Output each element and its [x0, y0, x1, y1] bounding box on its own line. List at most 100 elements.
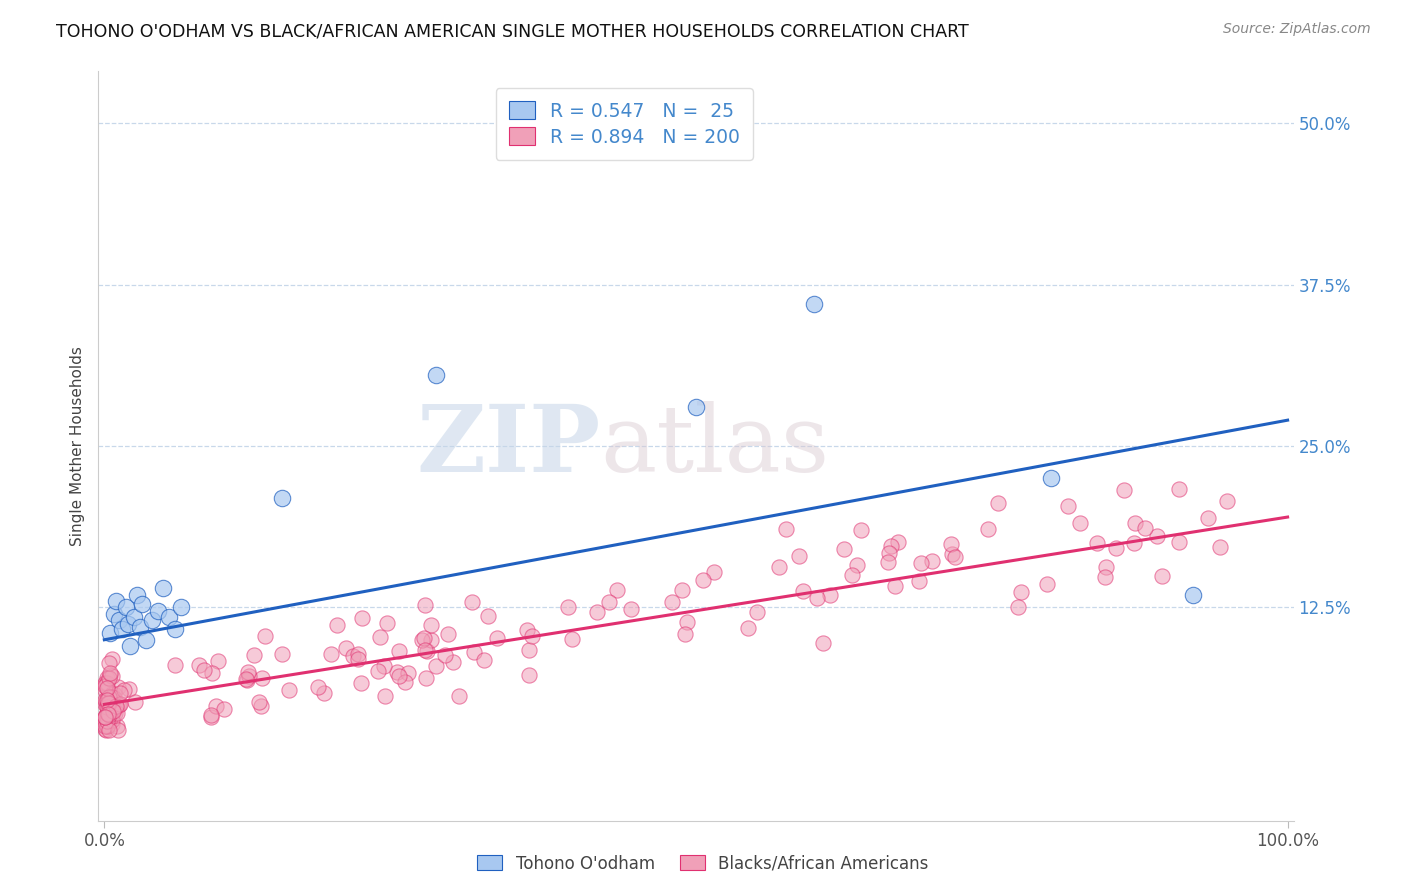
Point: [117, 682, 139, 697]
Point: [1085, 536, 1108, 550]
Point: [832, 542, 855, 557]
Point: [598, 595, 620, 609]
Point: [152, 581, 174, 595]
Point: [373, 659, 395, 673]
Point: [128, 620, 150, 634]
Point: [437, 627, 460, 641]
Point: [737, 621, 759, 635]
Point: [374, 689, 396, 703]
Point: [97, 690, 120, 704]
Point: [96, 719, 118, 733]
Point: [907, 574, 929, 588]
Point: [101, 691, 124, 706]
Point: [101, 652, 124, 666]
Point: [214, 702, 236, 716]
Point: [447, 690, 470, 704]
Point: [107, 614, 129, 628]
Point: [103, 687, 125, 701]
Point: [97, 706, 120, 721]
Point: [413, 642, 436, 657]
Point: [685, 401, 707, 415]
Point: [98, 690, 121, 705]
Point: [157, 609, 180, 624]
Point: [243, 648, 266, 663]
Point: [1123, 516, 1146, 530]
Point: [103, 702, 125, 716]
Point: [472, 653, 495, 667]
Point: [747, 605, 769, 619]
Point: [96, 698, 118, 712]
Point: [463, 645, 485, 659]
Point: [606, 583, 628, 598]
Point: [93, 675, 115, 690]
Point: [943, 549, 966, 564]
Point: [350, 676, 373, 690]
Point: [803, 297, 825, 311]
Point: [163, 657, 186, 672]
Point: [97, 696, 120, 710]
Point: [96, 681, 118, 696]
Point: [104, 699, 127, 714]
Point: [200, 710, 222, 724]
Point: [107, 723, 129, 738]
Point: [661, 595, 683, 609]
Point: [201, 665, 224, 680]
Point: [1133, 521, 1156, 535]
Point: [98, 665, 121, 680]
Point: [98, 626, 121, 640]
Point: [768, 559, 790, 574]
Point: [367, 664, 389, 678]
Point: [103, 607, 125, 621]
Point: [420, 618, 443, 632]
Point: [98, 715, 121, 730]
Point: [941, 547, 963, 561]
Point: [131, 597, 153, 611]
Point: [1036, 576, 1059, 591]
Point: [103, 704, 125, 718]
Point: [127, 588, 149, 602]
Point: [98, 697, 121, 711]
Point: [703, 565, 725, 579]
Point: [377, 616, 399, 631]
Point: [522, 629, 544, 643]
Point: [411, 632, 433, 647]
Point: [238, 665, 260, 680]
Point: [841, 567, 863, 582]
Text: ZIP: ZIP: [416, 401, 600, 491]
Point: [434, 648, 457, 663]
Point: [586, 605, 609, 619]
Point: [146, 604, 169, 618]
Point: [108, 697, 131, 711]
Point: [425, 659, 447, 673]
Point: [254, 629, 277, 643]
Point: [98, 711, 121, 725]
Point: [170, 600, 193, 615]
Point: [516, 623, 538, 637]
Point: [425, 368, 447, 382]
Point: [775, 522, 797, 536]
Point: [388, 668, 411, 682]
Point: [270, 491, 292, 505]
Point: [97, 693, 120, 707]
Point: [98, 708, 121, 723]
Point: [97, 710, 120, 724]
Point: [93, 709, 115, 723]
Point: [250, 671, 273, 685]
Point: [100, 669, 122, 683]
Point: [94, 693, 117, 707]
Point: [792, 583, 814, 598]
Point: [97, 690, 120, 704]
Point: [1069, 516, 1091, 530]
Point: [986, 496, 1008, 510]
Point: [101, 691, 124, 706]
Point: [347, 652, 370, 666]
Point: [939, 537, 962, 551]
Point: [235, 673, 257, 687]
Point: [557, 600, 579, 615]
Point: [849, 523, 872, 537]
Point: [97, 723, 120, 738]
Point: [100, 698, 122, 712]
Point: [93, 709, 115, 723]
Point: [105, 719, 128, 733]
Point: [94, 715, 117, 730]
